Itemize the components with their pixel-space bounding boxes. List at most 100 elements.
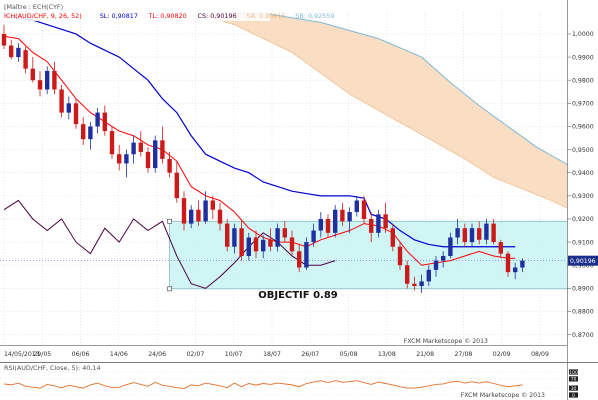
candle-body bbox=[311, 230, 316, 243]
rsi-line bbox=[3, 380, 523, 390]
legend-item: SL: 0,90817 bbox=[100, 12, 138, 20]
price-tick-label: 0,9900 bbox=[572, 54, 594, 61]
candle-body bbox=[433, 260, 439, 270]
candle-body bbox=[109, 131, 115, 155]
price-chart[interactable]: 1,0000 0,9900 0,9800 0,9700 0,9600 0,9500 0,94… bbox=[0, 0, 598, 362]
candle-body bbox=[131, 142, 136, 155]
candle-body bbox=[81, 124, 86, 140]
candle-body bbox=[405, 265, 410, 284]
current-price-marker bbox=[568, 255, 598, 266]
candle-body bbox=[455, 228, 460, 238]
candle-body bbox=[9, 45, 14, 58]
candle-body bbox=[217, 209, 223, 224]
candle-body bbox=[145, 151, 151, 169]
candle-body bbox=[397, 246, 403, 266]
candle-body bbox=[419, 281, 424, 287]
candle-body bbox=[513, 267, 518, 273]
candle-body bbox=[16, 47, 21, 58]
price-tick-label: 0,9100 bbox=[572, 239, 594, 246]
candle-body bbox=[52, 70, 57, 90]
zone-handle bbox=[167, 286, 172, 292]
price-tick-label: 0,9800 bbox=[572, 77, 594, 84]
chart-background bbox=[0, 0, 598, 362]
candle-body bbox=[369, 218, 374, 233]
time-tick-label: 14/05/2013 bbox=[4, 351, 40, 358]
candle-body bbox=[491, 223, 496, 243]
candle-body bbox=[325, 218, 331, 233]
time-tick-label: 26/07 bbox=[301, 351, 319, 358]
time-tick-label: 21/08 bbox=[416, 351, 434, 358]
objective-label: OBJECTIF 0.89 bbox=[258, 290, 338, 301]
rsi-series bbox=[3, 380, 523, 390]
candle-body bbox=[289, 237, 295, 252]
price-tick-label: 1,0000 bbox=[572, 31, 594, 38]
candle-body bbox=[304, 242, 309, 268]
current-price-label: 0,90196 bbox=[570, 258, 596, 265]
candle-body bbox=[498, 242, 503, 254]
candle-body bbox=[333, 209, 338, 233]
legend-item: TL: 0,90820 bbox=[148, 12, 187, 20]
rsi-tick-box bbox=[569, 369, 578, 375]
candle-body bbox=[30, 68, 35, 81]
time-tick-label: 29/05 bbox=[33, 351, 51, 358]
candle-body bbox=[441, 255, 446, 261]
time-tick-label: 13/08 bbox=[378, 351, 396, 358]
candle-body bbox=[232, 228, 237, 247]
chart-credit: FXCM Marketscope © 2013 bbox=[404, 337, 488, 345]
price-tick-label: 0,8900 bbox=[572, 286, 594, 293]
candle-body bbox=[117, 154, 122, 164]
price-tick-label: 0,8800 bbox=[572, 309, 594, 316]
candle-body bbox=[196, 209, 201, 222]
candle-body bbox=[95, 112, 100, 127]
legend-title: [Maître : ECH(CYF) bbox=[4, 3, 63, 11]
candle-body bbox=[390, 228, 395, 247]
legend-item: SA: 0,90815 bbox=[246, 12, 285, 20]
candle-body bbox=[153, 140, 158, 169]
candle-body bbox=[174, 172, 179, 199]
price-axis: 1,0000 0,9900 0,9800 0,9700 0,9600 0,9500 0,94… bbox=[567, 0, 598, 362]
candle-body bbox=[160, 140, 165, 159]
candle-body bbox=[484, 223, 489, 240]
candle-body bbox=[23, 50, 28, 69]
rsi-credit: FXCM Marketscope © 2013 bbox=[461, 391, 545, 399]
candle-body bbox=[376, 214, 381, 233]
candle-body bbox=[268, 239, 273, 247]
candle-body bbox=[189, 209, 194, 224]
rsi-tick-label: 70 bbox=[571, 377, 577, 383]
price-tick-label: 0,9500 bbox=[572, 147, 594, 154]
price-tick-label: 0,9600 bbox=[572, 124, 594, 131]
legend-item: CS: 0,90196 bbox=[198, 12, 237, 20]
candle-body bbox=[505, 253, 511, 273]
candle-body bbox=[66, 103, 71, 113]
rsi-tick-label: 30 bbox=[571, 386, 577, 392]
time-tick-label: 14/06 bbox=[110, 351, 128, 358]
time-tick-label: 05/08 bbox=[340, 351, 358, 358]
candle-body bbox=[448, 237, 453, 256]
candle-body bbox=[225, 223, 230, 247]
price-tick-label: 0,9700 bbox=[572, 101, 594, 108]
price-tick-label: 0,9400 bbox=[572, 170, 594, 177]
candle-body bbox=[282, 228, 287, 238]
time-tick-label: 08/09 bbox=[531, 351, 549, 358]
candle-body bbox=[462, 228, 467, 243]
candlestick-series bbox=[1, 24, 525, 293]
price-tick-label: 0,8700 bbox=[572, 332, 594, 339]
candle-body bbox=[239, 228, 244, 256]
rsi-tick-label: 0 bbox=[572, 393, 575, 399]
legend-item: SB: 0,92559 bbox=[295, 12, 334, 20]
rsi-tick-box bbox=[569, 385, 578, 391]
chikou-line bbox=[3, 199, 336, 289]
candle-body bbox=[469, 228, 475, 243]
time-tick-label: 10/07 bbox=[225, 351, 243, 358]
price-tick-label: 0,9200 bbox=[572, 216, 594, 223]
candle-body bbox=[37, 80, 43, 90]
time-tick-label: 02/09 bbox=[493, 351, 511, 358]
candle-body bbox=[520, 260, 525, 268]
candle-body bbox=[210, 200, 215, 210]
chart-legend: [Maître : ECH(CYF) ICH(AUD/CHF, 9, 26, 5… bbox=[2, 3, 334, 21]
rsi-background bbox=[0, 362, 598, 400]
time-tick-label: 06/06 bbox=[72, 351, 90, 358]
candle-body bbox=[253, 237, 259, 252]
